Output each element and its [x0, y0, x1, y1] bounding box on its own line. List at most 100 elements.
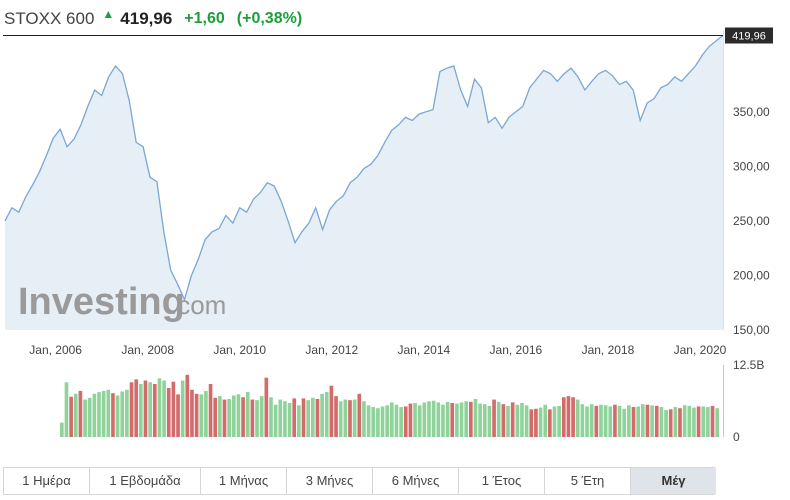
volume-bar [120, 391, 125, 437]
volume-bar [204, 390, 208, 437]
x-tick-label: Jan, 2014 [397, 343, 450, 357]
tab-range-1[interactable]: 1 Ημέρα [4, 468, 90, 494]
volume-bar [399, 407, 403, 437]
volume-bar [682, 405, 687, 437]
volume-bar [520, 403, 524, 437]
volume-bar [385, 405, 389, 437]
current-price-label-box [725, 27, 773, 44]
volume-bar [390, 402, 394, 437]
volume-bar [148, 382, 152, 437]
price-area-fill [5, 35, 723, 330]
volume-bar [334, 396, 338, 437]
volume-bar [515, 404, 520, 437]
volume-bar [78, 390, 83, 437]
volume-bar [580, 404, 585, 437]
volume-bar [329, 385, 334, 437]
volume-bar [445, 401, 450, 437]
volume-bar [701, 406, 706, 437]
tab-range-8[interactable]: Μέγ [631, 468, 716, 494]
volume-bar [101, 390, 106, 437]
y-tick-label: 250,00 [733, 214, 770, 228]
volume-bar [352, 399, 357, 437]
price-change-percent: (+0,38%) [236, 10, 303, 27]
volume-bar [338, 401, 343, 437]
volume-bar [631, 407, 636, 437]
volume-bar [83, 399, 87, 437]
volume-bar [659, 407, 664, 437]
volume-bar [185, 374, 190, 437]
volume-bar [524, 405, 529, 437]
tab-range-5[interactable]: 6 Μήνες [373, 468, 459, 494]
x-tick-label: Jan, 2012 [305, 343, 358, 357]
volume-bar [496, 401, 501, 437]
volume-bar [678, 408, 682, 437]
volume-bar [301, 398, 306, 437]
volume-bar [194, 393, 199, 437]
volume-bar [208, 384, 213, 437]
tab-range-3[interactable]: 1 Μήνας [201, 468, 287, 494]
volume-bar [343, 399, 348, 437]
volume-bar [231, 395, 236, 437]
investing-watermark: Investing .com [18, 281, 226, 323]
volume-bar [552, 406, 557, 437]
y-tick-label: 150,00 [733, 323, 770, 337]
volume-bar [561, 397, 566, 437]
volume-bar [259, 396, 264, 437]
volume-bar [696, 406, 701, 437]
watermark-brand: Investing [18, 281, 185, 323]
volume-bar [413, 403, 417, 437]
volume-bar [408, 403, 413, 437]
volume-bar [534, 408, 538, 437]
volume-bar [292, 398, 297, 437]
price-chart[interactable]: Investing .com 419,96 150,00 200,00 250,00 3… [0, 0, 790, 465]
volume-bar [310, 397, 315, 437]
tab-range-6[interactable]: 1 Έτος [459, 468, 545, 494]
volume-bar [668, 409, 673, 437]
volume-bar [273, 404, 278, 437]
volume-bar [431, 400, 436, 437]
volume-bar [455, 403, 459, 437]
x-tick-label: Jan, 2008 [121, 343, 174, 357]
price-change: +1,60 [184, 10, 225, 27]
volume-bar [436, 402, 441, 437]
volume-bar [218, 396, 222, 437]
volume-bar [603, 405, 608, 437]
volume-bar [469, 401, 473, 437]
volume-bar [92, 393, 97, 437]
tab-range-2[interactable]: 1 Εβδομάδα [90, 468, 201, 494]
volume-bar [106, 389, 111, 437]
volume-bar [283, 401, 287, 437]
volume-bar [245, 392, 250, 437]
up-arrow-icon: ▲ [102, 7, 115, 21]
quote-header: STOXX 600 ▲ 419,96 +1,60 (+0,38%) [4, 6, 302, 32]
tab-range-7[interactable]: 5 Έτη [545, 468, 631, 494]
volume-plot-area [60, 374, 719, 437]
y-tick-label: 200,00 [733, 268, 770, 282]
volume-bar [371, 407, 376, 437]
last-price: 419,96 [120, 9, 173, 28]
volume-bar [366, 405, 371, 437]
volume-bar [162, 380, 166, 437]
volume-bar [589, 404, 594, 437]
volume-bar [227, 398, 231, 437]
volume-bar [715, 408, 719, 437]
volume-bar [478, 403, 482, 437]
volume-bar [176, 394, 180, 437]
volume-bar [636, 406, 640, 437]
volume-bar [236, 394, 241, 437]
volume-bar [617, 405, 622, 437]
volume-bar [501, 404, 506, 437]
tab-range-4[interactable]: 3 Μήνες [287, 468, 373, 494]
volume-bar [180, 380, 185, 437]
price-series-line [4, 34, 724, 302]
volume-bar [538, 407, 543, 437]
volume-bar [213, 397, 218, 437]
volume-bar [640, 404, 645, 437]
price-axes: 419,96 150,00 200,00 250,00 300,00 350,00 Jan,… [3, 27, 773, 357]
volume-bar [622, 408, 627, 437]
price-plot-area [4, 34, 724, 330]
volume-bar [125, 389, 129, 437]
volume-bar [297, 405, 301, 437]
volume-bar [97, 392, 101, 437]
volume-bar [362, 401, 366, 437]
